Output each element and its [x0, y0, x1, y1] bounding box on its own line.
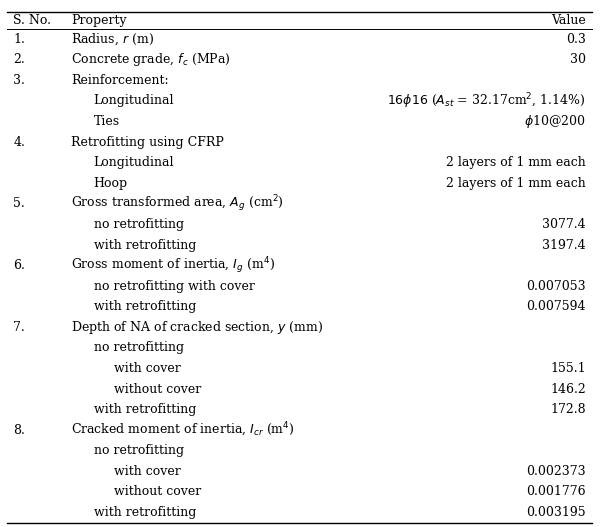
Text: 2 layers of 1 mm each: 2 layers of 1 mm each — [446, 156, 586, 169]
Text: Property: Property — [71, 14, 127, 26]
Text: Cracked moment of inertia, $I_{cr}$ (m$^4$): Cracked moment of inertia, $I_{cr}$ (m$^… — [71, 421, 294, 439]
Text: 2.: 2. — [13, 53, 25, 66]
Text: no retrofitting with cover: no retrofitting with cover — [94, 280, 255, 292]
Text: 30: 30 — [570, 53, 586, 66]
Text: with retrofitting: with retrofitting — [94, 300, 196, 313]
Text: without cover: without cover — [114, 383, 201, 396]
Text: with retrofitting: with retrofitting — [94, 239, 196, 251]
Text: with cover: with cover — [114, 362, 181, 375]
Text: 172.8: 172.8 — [551, 403, 586, 416]
Text: 4.: 4. — [13, 135, 25, 149]
Text: Value: Value — [551, 14, 586, 26]
Text: Hoop: Hoop — [94, 177, 128, 190]
Text: 0.003195: 0.003195 — [526, 506, 586, 519]
Text: without cover: without cover — [114, 485, 201, 499]
Text: 3077.4: 3077.4 — [542, 218, 586, 231]
Text: Reinforcement:: Reinforcement: — [71, 74, 168, 87]
Text: Depth of NA of cracked section, $y$ (mm): Depth of NA of cracked section, $y$ (mm) — [71, 319, 323, 336]
Text: 0.002373: 0.002373 — [526, 465, 586, 478]
Text: 0.001776: 0.001776 — [526, 485, 586, 499]
Text: 3197.4: 3197.4 — [542, 239, 586, 251]
Text: 0.007053: 0.007053 — [526, 280, 586, 292]
Text: $\phi$10@200: $\phi$10@200 — [524, 113, 586, 130]
Text: 1.: 1. — [13, 33, 25, 46]
Text: Radius, $r$ (m): Radius, $r$ (m) — [71, 32, 154, 47]
Text: 7.: 7. — [13, 321, 25, 334]
Text: 3.: 3. — [13, 74, 25, 87]
Text: Concrete grade, $f_c$ (MPa): Concrete grade, $f_c$ (MPa) — [71, 51, 231, 69]
Text: Gross transformed area, $A_g$ (cm$^2$): Gross transformed area, $A_g$ (cm$^2$) — [71, 193, 284, 214]
Text: Longitudinal: Longitudinal — [94, 156, 174, 169]
Text: with cover: with cover — [114, 465, 181, 478]
Text: 146.2: 146.2 — [551, 383, 586, 396]
Text: Ties: Ties — [94, 115, 120, 128]
Text: 5.: 5. — [13, 198, 25, 210]
Text: 2 layers of 1 mm each: 2 layers of 1 mm each — [446, 177, 586, 190]
Text: with retrofitting: with retrofitting — [94, 506, 196, 519]
Text: 0.007594: 0.007594 — [526, 300, 586, 313]
Text: Retrofitting using CFRP: Retrofitting using CFRP — [71, 135, 224, 149]
Text: no retrofitting: no retrofitting — [94, 218, 184, 231]
Text: 155.1: 155.1 — [551, 362, 586, 375]
Text: no retrofitting: no retrofitting — [94, 444, 184, 457]
Text: S. No.: S. No. — [13, 14, 51, 26]
Text: Longitudinal: Longitudinal — [94, 94, 174, 108]
Text: 8.: 8. — [13, 424, 25, 437]
Text: no retrofitting: no retrofitting — [94, 341, 184, 354]
Text: with retrofitting: with retrofitting — [94, 403, 196, 416]
Text: $16\phi16$ ($A_{st}$ = 32.17cm$^2$, 1.14%): $16\phi16$ ($A_{st}$ = 32.17cm$^2$, 1.14… — [388, 91, 586, 111]
Text: 6.: 6. — [13, 259, 25, 272]
Text: Gross moment of inertia, $I_g$ (m$^4$): Gross moment of inertia, $I_g$ (m$^4$) — [71, 255, 275, 276]
Text: 0.3: 0.3 — [566, 33, 586, 46]
